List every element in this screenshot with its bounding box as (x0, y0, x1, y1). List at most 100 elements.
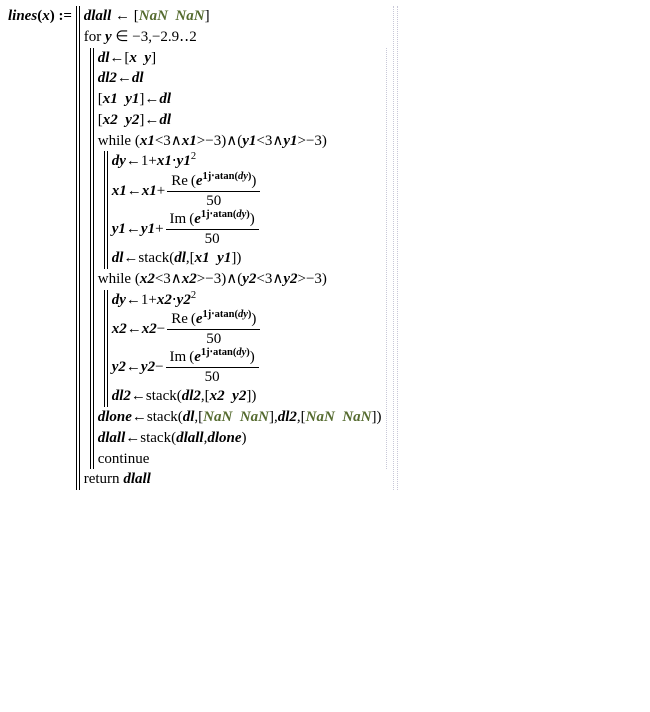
stmt-x1-update: x1←x1+ Re (e1j⋅atan(dy)) 50 (112, 172, 263, 210)
var-x1: x1 (140, 133, 155, 149)
stmt-dl-stack: dl←stack(dl,[x1 y1]) (112, 248, 263, 269)
fraction: Re (e1j⋅atan(dy)) 50 (167, 311, 260, 347)
bar-icon (104, 290, 105, 408)
fn-arg: x (42, 8, 50, 24)
stmt-dl2-init: dl2←dl (98, 68, 382, 89)
assign-op: := (58, 8, 72, 24)
num: 1 (141, 153, 149, 169)
while2-body: dy←1+x2⋅y22 x2←x2− Re (e1j⋅atan(dy)) 50 (104, 290, 382, 408)
var-x2: x2 (157, 292, 172, 308)
kw-stack: stack (147, 409, 178, 425)
in-icon: ∈ (115, 29, 128, 45)
stmt-dlone: dlone←stack(dl,[NaN NaN],dl2,[NaN NaN]) (98, 407, 382, 428)
var-y: y (144, 50, 151, 66)
arrow-icon: ← (126, 153, 141, 169)
var-dy: dy (112, 153, 126, 169)
stmt-dy1: dy←1+x1⋅y12 (112, 151, 263, 172)
while1-body: dy←1+x1⋅y12 x1←x1+ Re (e1j⋅atan(dy)) 50 (104, 151, 382, 269)
var-dy: dy (112, 292, 126, 308)
var-y1: y1 (125, 91, 139, 107)
arrow-icon: ← (126, 220, 141, 239)
for-body: dl←[x y] dl2←dl [x1 y1]←dl [x2 y2]←dl wh… (90, 48, 387, 470)
var-x1: x1 (182, 133, 197, 149)
stmt-init-dlall: dlall ← [NaN NaN] (84, 6, 387, 27)
fraction: Im (e1j⋅atan(dy)) 50 (166, 349, 259, 385)
kw-while: while (98, 271, 131, 287)
var-dl2: dl2 (182, 388, 201, 404)
stmt-destructure-2: [x2 y2]←dl (98, 110, 382, 131)
arrow-icon: ← (117, 70, 132, 86)
const-e: e (196, 311, 203, 327)
fraction: Re (e1j⋅atan(dy)) 50 (167, 173, 260, 209)
fn-name: lines (8, 8, 37, 24)
var-dlall: dlall (123, 471, 151, 487)
body: dlall ← [NaN NaN] for y ∈ −3,−2.9‥2 dl←[… (82, 6, 387, 490)
var-dy: dy (236, 209, 246, 220)
var-dl2: dl2 (98, 70, 117, 86)
var-y1: y1 (112, 220, 126, 239)
and-icon: ∧ (171, 133, 182, 149)
var-x2: x2 (182, 271, 197, 287)
var-x2: x2 (210, 388, 225, 404)
kw-stack: stack (146, 388, 177, 404)
kw-re: Re (171, 311, 188, 327)
var-y2: y2 (283, 271, 297, 287)
num: −3 (205, 133, 221, 149)
num: 50 (166, 368, 259, 386)
imag: 1j (201, 347, 210, 358)
bar-icon (76, 6, 77, 490)
kw-return: return (84, 471, 120, 487)
arrow-icon: ← (127, 320, 142, 339)
var-x: x (129, 50, 137, 66)
var-y1: y1 (242, 133, 256, 149)
kw-for: for (84, 29, 102, 45)
num: 3 (163, 133, 171, 149)
num: −3 (306, 133, 322, 149)
and-icon: ∧ (226, 133, 237, 149)
stmt-x2-update: x2←x2− Re (e1j⋅atan(dy)) 50 (112, 310, 263, 348)
fraction: Im (e1j⋅atan(dy)) 50 (166, 211, 259, 247)
var-y2: y2 (112, 358, 126, 377)
var-x1: x1 (157, 153, 172, 169)
nan-literal: NaN (306, 409, 335, 425)
stmt-continue: continue (98, 449, 382, 470)
body-outer: dlall ← [NaN NaN] for y ∈ −3,−2.9‥2 dl←[… (76, 6, 398, 490)
kw-atan: atan (213, 209, 233, 220)
nan-literal: NaN (203, 409, 232, 425)
and-icon: ∧ (171, 271, 182, 287)
kw-continue: continue (98, 451, 150, 467)
arrow-icon: ← (125, 430, 140, 446)
arrow-icon: ← (109, 50, 124, 66)
bar-icon (90, 48, 91, 470)
var-dlall: dlall (176, 430, 204, 446)
var-y1: y1 (141, 220, 155, 239)
arrow-icon: ← (144, 91, 159, 107)
arrow-icon: ← (123, 250, 138, 266)
arrow-icon: ← (126, 292, 141, 308)
var-x1: x1 (142, 182, 157, 201)
bar-icon (107, 290, 108, 408)
arrow-icon: ← (131, 388, 146, 404)
kw-while: while (98, 133, 131, 149)
kw-atan: atan (213, 347, 233, 358)
var-y1: y1 (177, 153, 191, 169)
range-start: −3 (132, 29, 148, 45)
var-x1: x1 (112, 182, 127, 201)
var-x1: x1 (103, 91, 118, 107)
var-dlall: dlall (98, 430, 126, 446)
num: −3 (205, 271, 221, 287)
var-x2: x2 (140, 271, 155, 287)
var-dl: dl (159, 91, 171, 107)
definition: lines(x) := dlall ← [NaN NaN] for y ∈ −3… (8, 6, 642, 490)
and-icon: ∧ (226, 271, 237, 287)
num: 1 (141, 292, 149, 308)
var-x2: x2 (103, 112, 118, 128)
num: −3 (306, 271, 322, 287)
stmt-dl2-stack: dl2←stack(dl2,[x2 y2]) (112, 386, 263, 407)
range-step: −2.9 (152, 29, 179, 45)
var-dl2: dl2 (278, 409, 297, 425)
nan-literal: NaN (342, 409, 371, 425)
var-dl: dl (159, 112, 171, 128)
stmt-return: return dlall (84, 469, 387, 490)
var-dy: dy (238, 171, 248, 182)
